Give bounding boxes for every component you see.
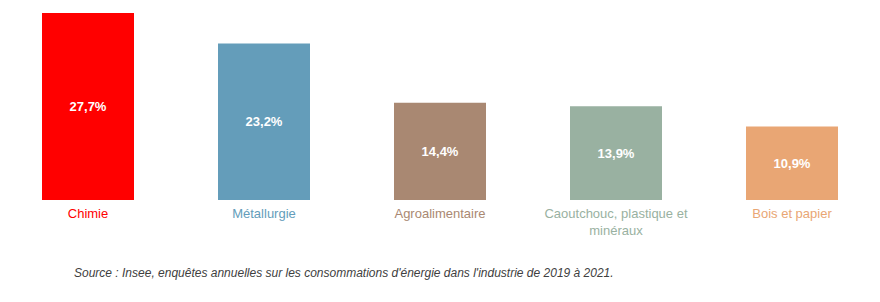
svg-text:Métallurgie: Métallurgie xyxy=(232,206,296,221)
svg-text:Bois et papier: Bois et papier xyxy=(752,206,832,221)
svg-text:10,9%: 10,9% xyxy=(774,156,811,171)
html-text:Source : Insee, enquêtes annue: Source : Insee, enquêtes annuelles sur l… xyxy=(74,266,614,280)
svg-text:Caoutchouc, plastique etminéra: Caoutchouc, plastique etminéraux xyxy=(544,206,687,238)
svg-text:Chimie: Chimie xyxy=(68,206,108,221)
svg-text:14,4%: 14,4% xyxy=(422,144,459,159)
svg-text:13,9%: 13,9% xyxy=(598,146,635,161)
svg-text:Agroalimentaire: Agroalimentaire xyxy=(394,206,485,221)
svg-text:27,7%: 27,7% xyxy=(70,99,107,114)
svg-text:23,2%: 23,2% xyxy=(246,114,283,129)
